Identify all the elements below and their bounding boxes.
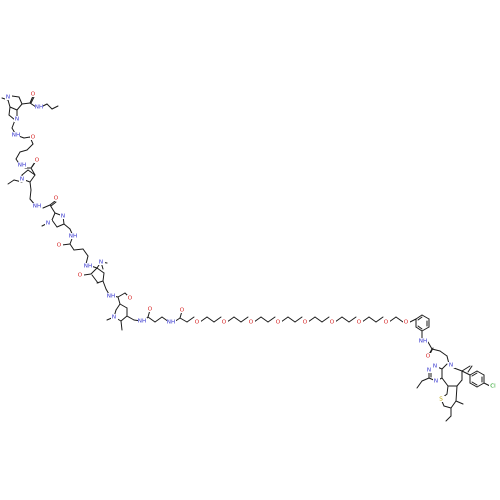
atom-o-peg-5: O	[303, 320, 308, 326]
atom-n-triazole-3: N	[434, 379, 438, 385]
atom-o-amide-7: O	[148, 307, 153, 313]
bond-group-phenyl	[409, 314, 430, 339]
atom-o-amide-1: O	[31, 135, 36, 141]
atom-n-methyl-3: N	[46, 221, 50, 227]
bond-group-core	[427, 341, 473, 387]
atom-o-peg-4: O	[276, 320, 281, 326]
atom-n-azepine: N	[449, 363, 453, 369]
atom-o-anilide: O	[426, 354, 431, 360]
atom-o-peg-8: O	[384, 320, 389, 326]
atom-nh-7: NH	[138, 319, 146, 325]
atom-n-ring-1: N	[15, 117, 19, 123]
atom-o-peg-2: O	[222, 320, 227, 326]
atom-nh-propyl: NH	[35, 105, 43, 111]
bond-group-thiophene	[440, 385, 464, 422]
bond-group-chlorophenyl	[461, 370, 491, 388]
atom-o-peg-1: O	[195, 320, 200, 326]
atom-n-pyrrole-2: N	[20, 177, 24, 183]
atom-o-amide-4: O	[57, 243, 62, 249]
atom-o-amide-3: O	[54, 196, 59, 202]
atom-cl: Cl	[490, 384, 496, 390]
atom-s-thiophene: S	[439, 397, 443, 403]
atom-n-triazole-1: N	[433, 364, 437, 370]
atom-n-pyrrole-4: N	[99, 260, 103, 266]
bond-group-peg-chain	[199, 316, 404, 323]
bond-group-imidazole-3	[41, 200, 74, 237]
atom-nh-anilide: NH	[419, 339, 427, 345]
atom-n-methyl-1: N	[6, 95, 10, 101]
atom-labels: N NH O N NH O NH O N NH O N N NH O NH O	[5, 91, 498, 403]
atom-nh-3: NH	[33, 204, 41, 210]
atom-n-ring-3: N	[61, 214, 65, 220]
atom-nh-4: NH	[69, 234, 77, 240]
atom-o-amide-2: O	[35, 158, 40, 164]
atom-o-peg-7: O	[357, 320, 362, 326]
atom-nh-5: NH	[84, 264, 92, 270]
atom-o-peg-6: O	[330, 320, 335, 326]
atom-n-triazole-2: N	[427, 368, 431, 374]
atom-nh-1: NH	[12, 133, 20, 139]
atom-n-pyrrole-5: N	[112, 315, 116, 321]
bond-group-linker-2	[61, 235, 89, 265]
bond-group-terminal	[1, 95, 59, 136]
atom-nh-8: NH	[167, 320, 175, 326]
atom-o-carbonyl-1: O	[31, 92, 36, 98]
atom-o-peg-3: O	[249, 320, 254, 326]
atom-nh-6: NH	[107, 294, 115, 300]
atom-o-amide-8: O	[180, 308, 185, 314]
atom-o-amide-6: O	[128, 296, 133, 302]
atom-nh-2: NH	[18, 163, 26, 169]
atom-o-amide-5: O	[78, 273, 83, 279]
atom-o-aryl-ether: O	[404, 320, 409, 326]
